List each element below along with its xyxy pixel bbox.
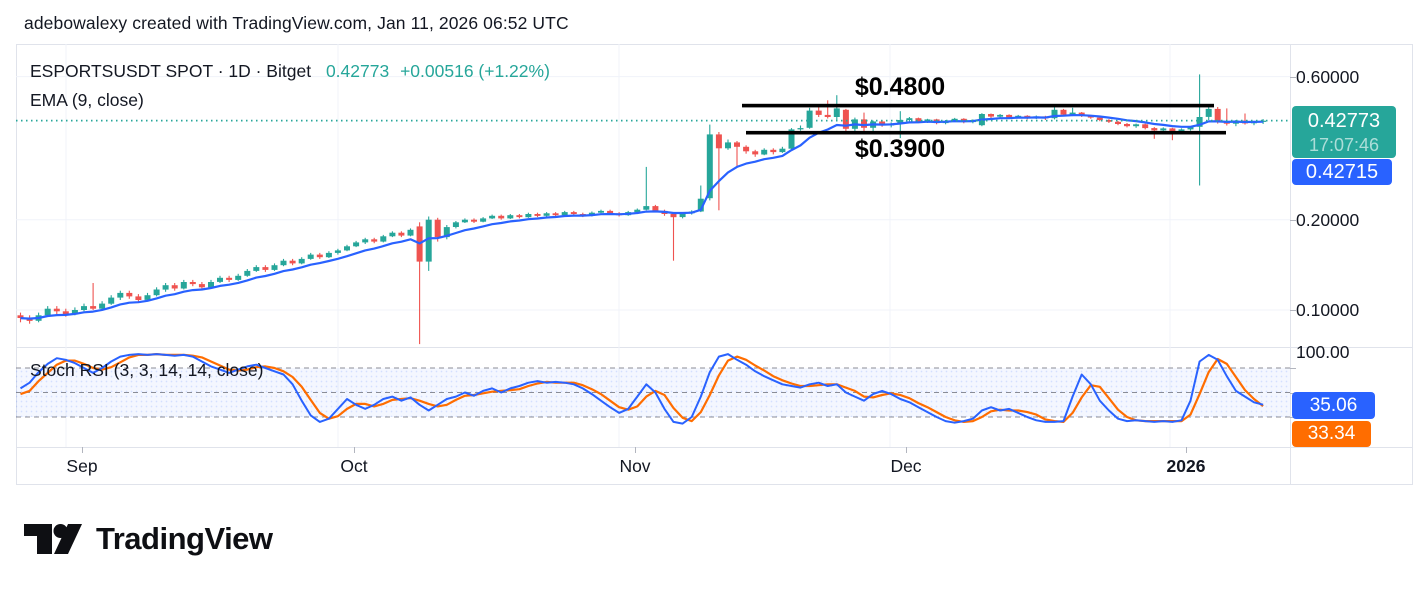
time-axis-label[interactable]: Sep bbox=[66, 456, 98, 476]
stoch-scale-label: 100.00 bbox=[1296, 342, 1350, 362]
time-axis-tick bbox=[635, 447, 636, 453]
time-axis-tick bbox=[906, 447, 907, 453]
ema-line[interactable] bbox=[20, 114, 1264, 320]
time-axis-label[interactable]: Dec bbox=[890, 456, 922, 476]
tradingview-wordmark: TradingView bbox=[96, 521, 273, 556]
credit-line: adebowalexy created with TradingView.com… bbox=[24, 13, 569, 33]
legend-symbol[interactable]: ESPORTSUSDT SPOT · 1D · Bitget bbox=[30, 61, 312, 81]
price-scale-label: 0.20000 bbox=[1296, 210, 1360, 230]
legend-main[interactable]: ESPORTSUSDT SPOT · 1D · Bitget 0.42773 +… bbox=[30, 61, 550, 82]
support-resistance-rays[interactable] bbox=[742, 103, 1226, 135]
price-scale[interactable] bbox=[1290, 44, 1413, 447]
resistance-price-annotation[interactable]: $0.4800 bbox=[854, 73, 946, 101]
price-scale-label: 0.10000 bbox=[1296, 300, 1360, 320]
time-axis[interactable] bbox=[0, 447, 1428, 485]
pane-separator[interactable] bbox=[17, 347, 1412, 348]
time-axis-tick bbox=[1186, 447, 1187, 453]
stoch-rsi-legend[interactable]: Stoch RSI (3, 3, 14, 14, close) bbox=[30, 360, 264, 380]
price-scale-tick bbox=[1290, 220, 1296, 221]
ema-value-badge: 0.42715 bbox=[1292, 159, 1392, 185]
stoch-scale-tick bbox=[1290, 368, 1296, 369]
time-axis-label[interactable]: 2026 bbox=[1166, 456, 1206, 476]
stoch-d-badge: 33.34 bbox=[1292, 421, 1371, 447]
legend-last-price: 0.42773 bbox=[325, 61, 390, 81]
tradingview-logo[interactable]: TradingView bbox=[24, 518, 273, 560]
bar-countdown: 17:07:46 bbox=[1308, 135, 1380, 155]
legend-change: +0.00516 (+1.22%) bbox=[400, 61, 550, 81]
price-scale-separator[interactable] bbox=[1290, 45, 1291, 484]
last-price-badge: 0.42773 17:07:46 bbox=[1292, 106, 1396, 158]
time-axis-label[interactable]: Nov bbox=[619, 456, 651, 476]
price-scale-label: 0.60000 bbox=[1296, 67, 1360, 87]
stoch-rsi-lines[interactable] bbox=[19, 353, 1264, 425]
price-scale-tick bbox=[1290, 77, 1296, 78]
time-axis-label[interactable]: Oct bbox=[340, 456, 368, 476]
stoch-k-badge: 35.06 bbox=[1292, 392, 1375, 419]
time-axis-separator bbox=[17, 447, 1412, 448]
support-price-annotation[interactable]: $0.3900 bbox=[854, 135, 946, 163]
last-price-value: 0.42773 bbox=[1307, 110, 1381, 132]
legend-ema[interactable]: EMA (9, close) bbox=[30, 90, 144, 110]
time-axis-tick bbox=[354, 447, 355, 453]
price-scale-tick bbox=[1290, 310, 1296, 311]
chart-plot-area[interactable] bbox=[16, 44, 1290, 447]
tradingview-logo-mark bbox=[24, 524, 82, 554]
time-axis-tick bbox=[82, 447, 83, 453]
